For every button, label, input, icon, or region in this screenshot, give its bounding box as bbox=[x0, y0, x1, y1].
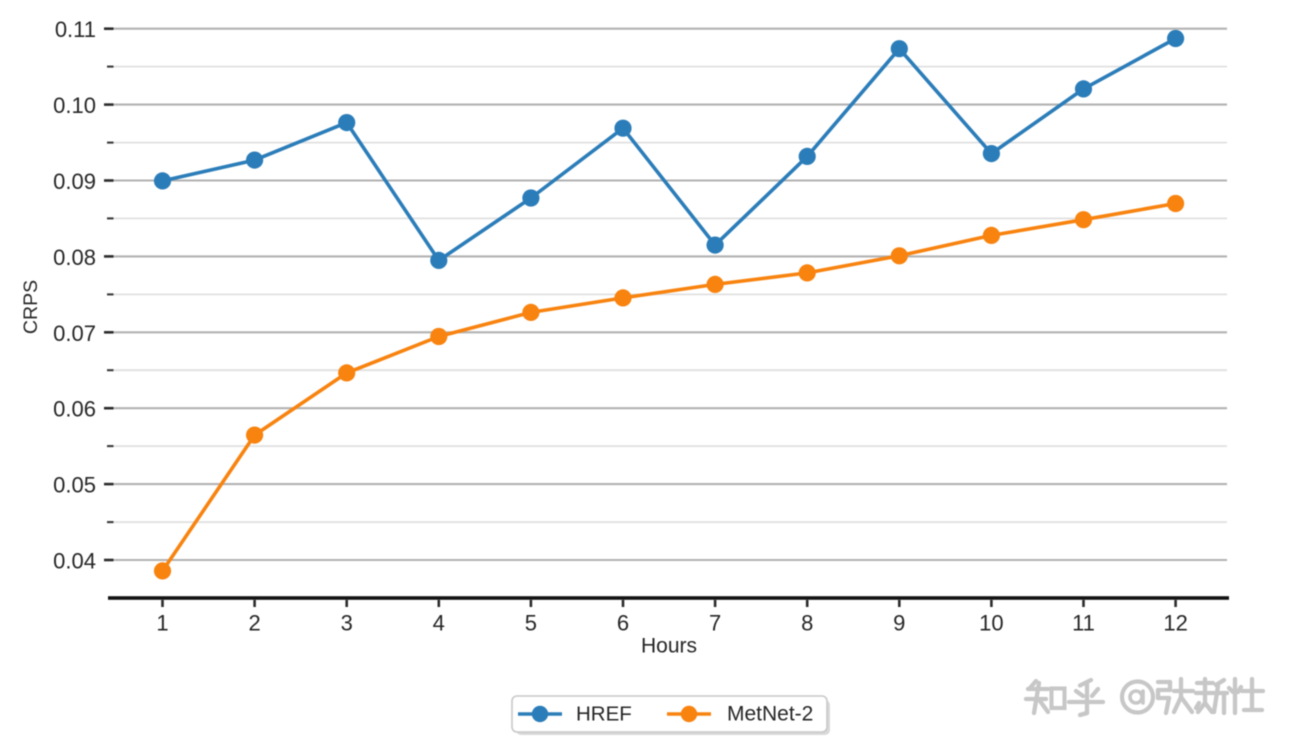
svg-text:2: 2 bbox=[248, 611, 260, 636]
svg-text:11: 11 bbox=[1072, 611, 1095, 636]
svg-text:0.10: 0.10 bbox=[53, 93, 96, 118]
svg-text:10: 10 bbox=[979, 611, 1003, 636]
svg-text:0.04: 0.04 bbox=[53, 549, 96, 574]
svg-text:HREF: HREF bbox=[576, 703, 632, 726]
svg-text:0.11: 0.11 bbox=[55, 17, 96, 42]
svg-text:4: 4 bbox=[433, 611, 445, 636]
svg-text:5: 5 bbox=[525, 611, 537, 636]
svg-text:0.09: 0.09 bbox=[53, 169, 96, 194]
svg-text:7: 7 bbox=[709, 611, 721, 636]
svg-text:0.07: 0.07 bbox=[53, 321, 96, 346]
svg-text:12: 12 bbox=[1163, 611, 1187, 636]
svg-text:Hours: Hours bbox=[641, 635, 697, 658]
svg-text:0.06: 0.06 bbox=[53, 397, 96, 422]
svg-text:3: 3 bbox=[341, 611, 353, 636]
svg-text:0.05: 0.05 bbox=[53, 473, 96, 498]
svg-text:0.08: 0.08 bbox=[53, 245, 96, 270]
svg-text:8: 8 bbox=[801, 611, 813, 636]
svg-text:CRPS: CRPS bbox=[20, 280, 42, 334]
svg-text:MetNet-2: MetNet-2 bbox=[727, 703, 813, 726]
svg-text:1: 1 bbox=[156, 611, 168, 636]
svg-text:6: 6 bbox=[617, 611, 629, 636]
svg-text:9: 9 bbox=[893, 611, 905, 636]
